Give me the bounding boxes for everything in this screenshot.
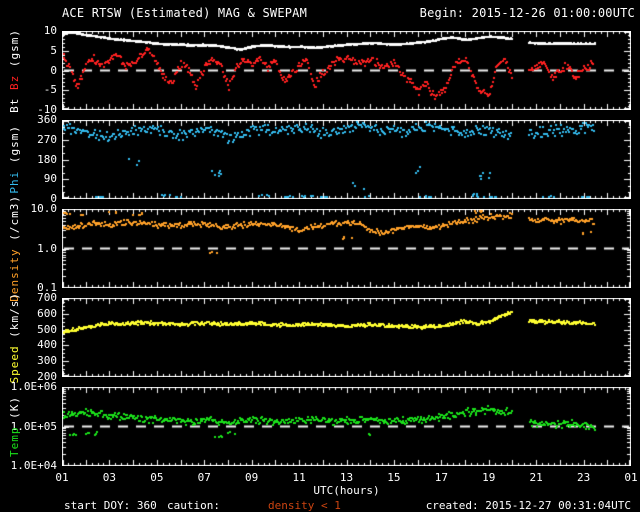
y-tick-label: 500 [37, 322, 57, 336]
y-axis-label-temp: Temp (K) [4, 387, 24, 466]
y-tick-label: -5 [43, 83, 57, 97]
y-tick-label: -10 [37, 103, 57, 116]
y-tick-label: 5 [50, 43, 57, 57]
y-tick-label: 0 [50, 192, 57, 205]
x-tick-label: 13 [339, 471, 354, 484]
y-axis-label-part: Bt [7, 89, 21, 113]
y-tick-label: 400 [37, 338, 57, 352]
y-tick-label: 0 [50, 63, 57, 77]
y-tick-label: 0.1 [37, 281, 57, 294]
panel-phi-canvas [62, 120, 631, 199]
x-axis-title: UTC(hours) [313, 484, 380, 497]
panel-density-canvas [62, 209, 631, 288]
panel-mag-canvas [62, 31, 631, 110]
y-axis-label-part: (/cm3) [7, 195, 21, 241]
y-tick-label: 180 [37, 152, 57, 166]
y-axis-label-speed: Speed (km/s) [4, 292, 24, 384]
y-tick-label: 90 [43, 172, 57, 186]
x-tick-label: 23 [576, 471, 591, 484]
y-axis-label-part: Speed [7, 337, 21, 384]
y-axis-label-density: Density (/cm3) [4, 195, 24, 302]
x-tick-label: 11 [292, 471, 306, 484]
x-tick-label: 15 [387, 471, 401, 484]
y-axis-label-part: (km/s) [7, 291, 21, 338]
caution-label: caution: [167, 499, 220, 512]
begin-timestamp: Begin: 2015-12-26 01:00:00UTC [419, 6, 635, 20]
caution-value: density < 1 [268, 499, 341, 512]
y-tick-label: 270 [37, 132, 57, 146]
start-doy-label: start DOY: 360 [64, 499, 157, 512]
y-tick-label: 1.0E+04 [10, 459, 57, 472]
y-tick-label: 700 [37, 291, 57, 304]
x-tick-label: 05 [150, 471, 164, 484]
y-tick-label: 10.0 [30, 202, 58, 215]
x-tick-label: 07 [197, 471, 211, 484]
plot-title: ACE RTSW (Estimated) MAG & SWEPAM [62, 6, 308, 20]
created-timestamp: created: 2015-12-27 00:31:04UTC [425, 499, 631, 512]
x-tick-label: 21 [529, 471, 543, 484]
y-axis-label-part: Phi [7, 163, 21, 194]
x-tick-label: 03 [102, 471, 117, 484]
x-tick-label: 01 [624, 471, 638, 484]
y-axis-label-part: (K) [7, 396, 21, 419]
panel-speed [62, 298, 631, 377]
x-tick-label: 19 [482, 471, 496, 484]
panel-speed-canvas [62, 298, 631, 377]
y-tick-label: 1.0 [37, 241, 57, 255]
y-axis-label-part: (gsm) [7, 28, 21, 67]
panel-mag [62, 31, 631, 110]
y-tick-label: 300 [37, 354, 57, 368]
x-tick-label: 01 [55, 471, 69, 484]
y-tick-label: 360 [37, 113, 57, 126]
y-axis-label-part: Bz [7, 66, 21, 90]
x-tick-label: 09 [245, 471, 259, 484]
y-tick-label: 200 [37, 370, 57, 383]
title-bar: ACE RTSW (Estimated) MAG & SWEPAM Begin:… [62, 6, 635, 20]
y-tick-label: 1.0E+05 [10, 419, 57, 433]
panel-density [62, 209, 631, 288]
y-axis-label-part: Temp [7, 418, 21, 458]
y-tick-label: 600 [37, 306, 57, 320]
y-axis-label-part: (gsm) [7, 125, 21, 164]
y-tick-label: 1.0E+06 [10, 380, 57, 393]
x-tick-label: 17 [434, 471, 448, 484]
y-axis-label-mag: Bt Bz (gsm) [4, 28, 24, 113]
panel-temp-canvas [62, 387, 631, 466]
panel-phi [62, 120, 631, 199]
y-tick-label: 10 [43, 24, 57, 37]
y-axis-label-phi: Phi (gsm) [4, 120, 24, 199]
panel-temp [62, 387, 631, 466]
